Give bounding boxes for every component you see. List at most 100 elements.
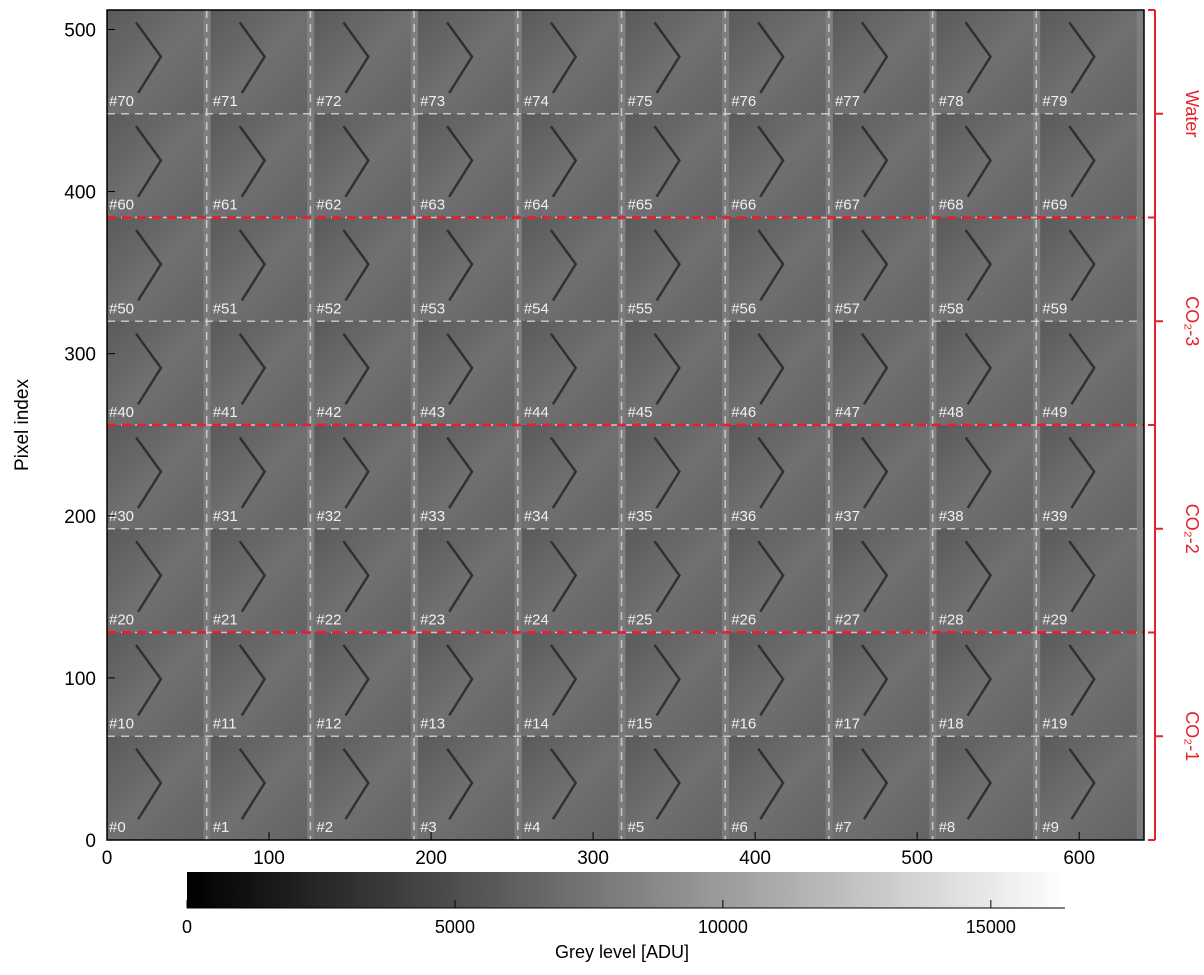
tile-label: #36 <box>731 508 756 525</box>
group-label: Water <box>1182 90 1202 137</box>
x-tick-label: 400 <box>739 848 771 869</box>
y-axis-label: Pixel index <box>12 379 33 471</box>
tile-label: #34 <box>524 508 549 525</box>
tile-edge-band <box>1137 529 1144 633</box>
tile-label: #13 <box>420 715 445 732</box>
tile-label: #37 <box>835 508 860 525</box>
x-tick-label: 0 <box>102 848 113 869</box>
colorbar-tick-label: 10000 <box>698 917 748 937</box>
x-tick-label: 100 <box>253 848 285 869</box>
tile-label: #28 <box>939 612 964 629</box>
tile-label: #7 <box>835 819 852 836</box>
tile-label: #14 <box>524 715 549 732</box>
colorbar-tick-label: 15000 <box>966 917 1016 937</box>
tile-label: #9 <box>1042 819 1059 836</box>
tile-label: #75 <box>628 93 653 110</box>
x-tick-label: 600 <box>1063 848 1095 869</box>
x-tick-label: 200 <box>415 848 447 869</box>
tile-label: #5 <box>628 819 645 836</box>
y-tick-label: 400 <box>64 183 96 204</box>
tile-label: #71 <box>213 93 238 110</box>
tile-label: #76 <box>731 93 756 110</box>
tile-label: #61 <box>213 197 238 214</box>
tile-label: #18 <box>939 715 964 732</box>
tile-label: #52 <box>316 300 341 317</box>
y-tick-label: 0 <box>85 831 96 852</box>
tile-label: #25 <box>628 612 653 629</box>
tile-label: #64 <box>524 197 549 214</box>
tile-label: #54 <box>524 300 549 317</box>
tile-label: #48 <box>939 404 964 421</box>
tile-label: #57 <box>835 300 860 317</box>
tile-label: #35 <box>628 508 653 525</box>
x-tick-label: 500 <box>901 848 933 869</box>
x-tick-label: 300 <box>577 848 609 869</box>
tile-label: #70 <box>109 93 134 110</box>
tile-edge-band <box>1137 425 1144 529</box>
tile-label: #32 <box>316 508 341 525</box>
tile-label: #44 <box>524 404 549 421</box>
tile-label: #43 <box>420 404 445 421</box>
tile-label: #2 <box>316 819 333 836</box>
tile-label: #29 <box>1042 612 1067 629</box>
tile-label: #49 <box>1042 404 1067 421</box>
tile-label: #22 <box>316 612 341 629</box>
tile-label: #68 <box>939 197 964 214</box>
tile-label: #67 <box>835 197 860 214</box>
tile-label: #47 <box>835 404 860 421</box>
tile-label: #79 <box>1042 93 1067 110</box>
tile-label: #21 <box>213 612 238 629</box>
tile-label: #42 <box>316 404 341 421</box>
figure: Pixel index Grey level [ADU] #0 #1 #2 #3 #4 #… <box>0 0 1204 970</box>
tile-label: #50 <box>109 300 134 317</box>
tile-label: #20 <box>109 612 134 629</box>
colorbar-tick-label: 5000 <box>435 917 475 937</box>
colorbar-tick-label: 0 <box>182 917 192 937</box>
tile-label: #33 <box>420 508 445 525</box>
tile-label: #41 <box>213 404 238 421</box>
tile-label: #63 <box>420 197 445 214</box>
tile-label: #0 <box>109 819 126 836</box>
tile-label: #17 <box>835 715 860 732</box>
tile-label: #56 <box>731 300 756 317</box>
tile-label: #73 <box>420 93 445 110</box>
tile-edge-band <box>1137 736 1144 840</box>
tile-label: #65 <box>628 197 653 214</box>
tile-label: #12 <box>316 715 341 732</box>
tile-label: #31 <box>213 508 238 525</box>
tile-label: #45 <box>628 404 653 421</box>
tile-label: #3 <box>420 819 437 836</box>
tile-edge-band <box>1137 10 1144 114</box>
tile-label: #38 <box>939 508 964 525</box>
tile-label: #39 <box>1042 508 1067 525</box>
tile-label: #78 <box>939 93 964 110</box>
group-label: CO₂-1 <box>1182 711 1202 761</box>
tile-label: #60 <box>109 197 134 214</box>
tile-label: #46 <box>731 404 756 421</box>
tile-label: #77 <box>835 93 860 110</box>
tile-label: #15 <box>628 715 653 732</box>
tile-label: #11 <box>213 715 237 732</box>
y-tick-label: 500 <box>64 20 96 41</box>
tile-label: #27 <box>835 612 860 629</box>
tile-label: #19 <box>1042 715 1067 732</box>
group-label: CO₂-2 <box>1182 504 1202 554</box>
tile-label: #26 <box>731 612 756 629</box>
tile-label: #53 <box>420 300 445 317</box>
tile-edge-band <box>1137 114 1144 218</box>
tile-label: #58 <box>939 300 964 317</box>
tile-label: #55 <box>628 300 653 317</box>
tile-edge-band <box>1137 633 1144 737</box>
colorbar <box>187 872 1065 908</box>
tile-label: #4 <box>524 819 541 836</box>
tile-label: #66 <box>731 197 756 214</box>
tile-label: #72 <box>316 93 341 110</box>
tile-label: #16 <box>731 715 756 732</box>
y-tick-label: 200 <box>64 507 96 528</box>
y-tick-label: 100 <box>64 669 96 690</box>
tile-label: #6 <box>731 819 748 836</box>
y-tick-label: 300 <box>64 345 96 366</box>
tile-label: #1 <box>213 819 230 836</box>
tile-label: #40 <box>109 404 134 421</box>
colorbar-label: Grey level [ADU] <box>555 942 689 962</box>
